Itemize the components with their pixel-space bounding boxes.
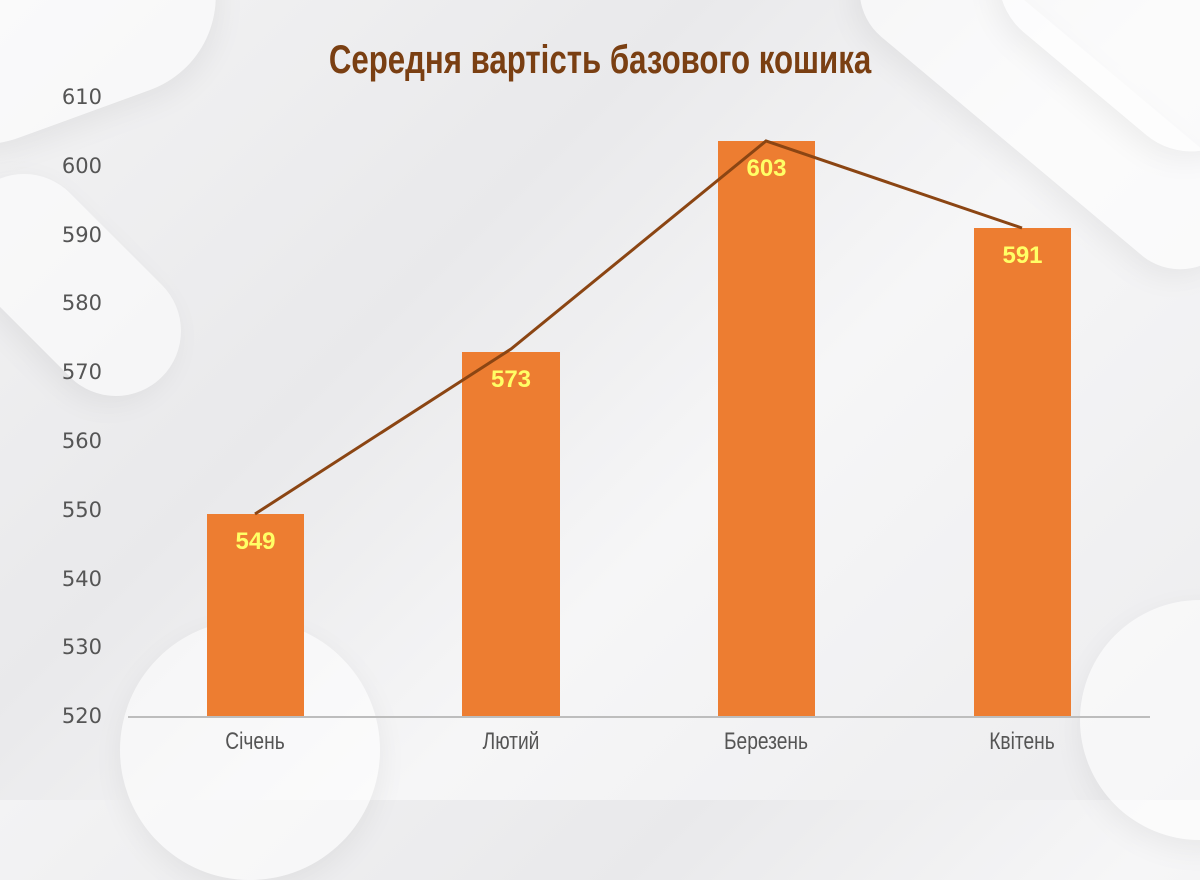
chart-title: Середня вартість базового кошика — [328, 38, 872, 82]
bar-value-label: 603 — [746, 155, 787, 182]
y-tick-label: 530 — [61, 635, 102, 659]
x-tick-label: Лютий — [482, 728, 540, 755]
x-tick-label: Квітень — [989, 728, 1055, 755]
x-tick-label: Березень — [723, 728, 809, 755]
y-tick-label: 600 — [61, 154, 102, 178]
y-tick-label: 590 — [61, 223, 102, 247]
bar-value-label: 591 — [1002, 242, 1043, 269]
bar-value-label: 549 — [235, 528, 276, 555]
y-tick-label: 570 — [61, 360, 102, 384]
trend-line — [254, 139, 1023, 516]
bar-march: 603 — [718, 141, 815, 716]
y-tick-label: 580 — [61, 291, 102, 315]
x-axis-line — [128, 716, 1150, 718]
y-tick-label: 610 — [61, 85, 102, 109]
y-tick-label: 560 — [61, 429, 102, 453]
bar-april: 591 — [974, 228, 1071, 716]
y-tick-label: 550 — [61, 498, 102, 522]
x-tick-label: Січень — [225, 728, 285, 755]
bar-february: 573 — [462, 352, 560, 716]
y-tick-label: 540 — [61, 567, 102, 591]
bar-january: 549 — [207, 514, 304, 716]
y-tick-label: 520 — [61, 704, 102, 728]
bar-value-label: 573 — [490, 366, 532, 393]
